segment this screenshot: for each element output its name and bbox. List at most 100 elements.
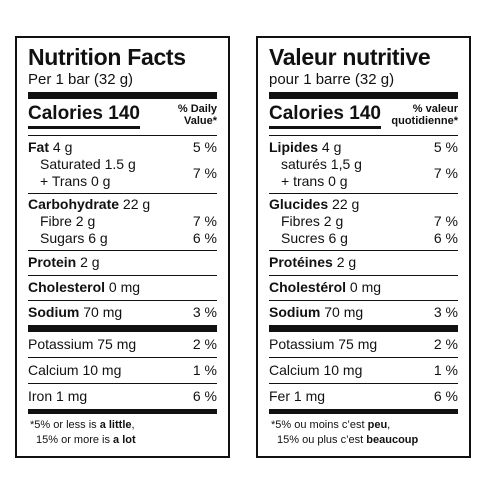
divider <box>269 275 458 276</box>
fat-label: Lipides <box>269 139 319 155</box>
divider <box>269 383 458 384</box>
divider <box>269 193 458 194</box>
calcium-row: Calcium 10 mg 1 % <box>28 362 217 379</box>
carbohydrate-amount: 22 g <box>332 196 360 212</box>
protein-label: Protéines <box>269 254 333 270</box>
cholesterol-row: Cholestérol 0 mg <box>269 279 458 296</box>
footnote-line1-text: *5% ou moins c’est <box>271 419 368 431</box>
calories-label: Calories 140 <box>269 104 381 129</box>
potassium-row: Potassium 75 mg 2 % <box>28 336 217 353</box>
trans-row: + trans 0 g <box>281 173 348 189</box>
divider <box>28 357 217 358</box>
calcium-label: Calcium 10 mg <box>269 362 363 378</box>
cholesterol-label: Cholestérol <box>269 279 347 295</box>
footnote: *5% or less is a little, 15% or more is … <box>28 418 217 448</box>
carbohydrate-row: Carbohydrate 22 g <box>28 196 217 213</box>
sodium-label: Sodium <box>269 304 321 320</box>
sugars-pct: 6 % <box>192 230 217 246</box>
fat-amount: 4 g <box>52 139 73 155</box>
protein-label: Protein <box>28 254 77 270</box>
footnote-line1-text: *5% or less is <box>30 419 100 431</box>
divider <box>28 92 217 99</box>
iron-pct: 6 % <box>433 388 458 404</box>
sugars-row: Sucres 6 g 6 % <box>269 230 458 247</box>
iron-row: Fer 1 mg 6 % <box>269 388 458 405</box>
fibre-label: Fibre 2 g <box>40 213 96 229</box>
footnote-line2-text: 15% or more is <box>36 434 114 446</box>
sodium-row: Sodium 70 mg 3 % <box>269 304 458 321</box>
sodium-amount: 70 mg <box>324 304 364 320</box>
fibre-row: Fibres 2 g 7 % <box>269 213 458 230</box>
divider <box>28 325 217 332</box>
fibre-row: Fibre 2 g 7 % <box>28 213 217 230</box>
cholesterol-label: Cholesterol <box>28 279 106 295</box>
footnote-line1-post: , <box>387 419 391 431</box>
sat-trans-pct: 7 % <box>192 165 217 181</box>
calories-row: Calories 140 % valeur quotidienne* <box>269 99 458 135</box>
divider <box>269 300 458 301</box>
protein-amount: 2 g <box>336 254 357 270</box>
fibre-label: Fibres 2 g <box>281 213 344 229</box>
footnote: *5% ou moins c’est peu, 15% ou plus c’es… <box>269 418 458 448</box>
potassium-label: Potassium 75 mg <box>269 336 378 352</box>
carbohydrate-row: Glucides 22 g <box>269 196 458 213</box>
divider <box>269 325 458 332</box>
cholesterol-amount: 0 mg <box>349 279 382 295</box>
serving-size: Per 1 bar (32 g) <box>28 71 134 88</box>
sat-trans-group: saturés 1,5 g + trans 0 g 7 % <box>269 156 458 190</box>
divider <box>28 300 217 301</box>
divider <box>269 409 458 414</box>
saturated-row: saturés 1,5 g <box>281 156 362 172</box>
divider <box>28 250 217 251</box>
fat-row: Lipides 4 g 5 % <box>269 139 458 156</box>
cholesterol-row: Cholesterol 0 mg <box>28 279 217 296</box>
divider <box>28 135 217 136</box>
sodium-row: Sodium 70 mg 3 % <box>28 304 217 321</box>
potassium-pct: 2 % <box>192 336 217 352</box>
sat-trans-pct: 7 % <box>433 165 458 181</box>
fat-row: Fat 4 g 5 % <box>28 139 217 156</box>
potassium-row: Potassium 75 mg 2 % <box>269 336 458 353</box>
potassium-label: Potassium 75 mg <box>28 336 137 352</box>
calcium-label: Calcium 10 mg <box>28 362 122 378</box>
daily-value-header: % Daily Value* <box>177 103 217 127</box>
calcium-row: Calcium 10 mg 1 % <box>269 362 458 379</box>
carbohydrate-label: Glucides <box>269 196 329 212</box>
carbohydrate-label: Carbohydrate <box>28 196 120 212</box>
sugars-row: Sugars 6 g 6 % <box>28 230 217 247</box>
fibre-pct: 7 % <box>192 213 217 229</box>
footnote-line1-bold: peu <box>367 419 388 431</box>
iron-label: Iron 1 mg <box>28 388 88 404</box>
divider <box>269 92 458 99</box>
cholesterol-amount: 0 mg <box>108 279 141 295</box>
footnote-line2-bold: a lot <box>113 434 136 446</box>
nutrition-facts-panel-fr: Valeur nutritive pour 1 barre (32 g) Cal… <box>256 36 471 458</box>
protein-amount: 2 g <box>80 254 100 270</box>
iron-row: Iron 1 mg 6 % <box>28 388 217 405</box>
footnote-line2-bold: beaucoup <box>366 434 419 446</box>
divider <box>28 275 217 276</box>
panel-title: Nutrition Facts <box>28 44 186 70</box>
divider <box>28 409 217 414</box>
footnote-line2-text: 15% ou plus c’est <box>277 434 367 446</box>
nutrition-facts-panel-en: Nutrition Facts Per 1 bar (32 g) Calorie… <box>15 36 230 458</box>
divider <box>269 357 458 358</box>
divider <box>269 250 458 251</box>
footnote-line1-post: , <box>131 419 135 431</box>
protein-row: Protéines 2 g <box>269 254 458 271</box>
sugars-label: Sucres 6 g <box>281 230 348 246</box>
calcium-pct: 1 % <box>433 362 458 378</box>
sodium-label: Sodium <box>28 304 80 320</box>
iron-label: Fer 1 mg <box>269 388 326 404</box>
panel-title: Valeur nutritive <box>269 44 431 70</box>
divider <box>28 193 217 194</box>
divider <box>28 383 217 384</box>
sugars-pct: 6 % <box>433 230 458 246</box>
fat-pct: 5 % <box>433 139 458 155</box>
divider <box>269 135 458 136</box>
daily-value-header: % valeur quotidienne* <box>391 103 458 127</box>
sodium-pct: 3 % <box>192 304 217 320</box>
calcium-pct: 1 % <box>192 362 217 378</box>
saturated-row: Saturated 1.5 g <box>40 156 136 172</box>
sodium-amount: 70 mg <box>83 304 123 320</box>
